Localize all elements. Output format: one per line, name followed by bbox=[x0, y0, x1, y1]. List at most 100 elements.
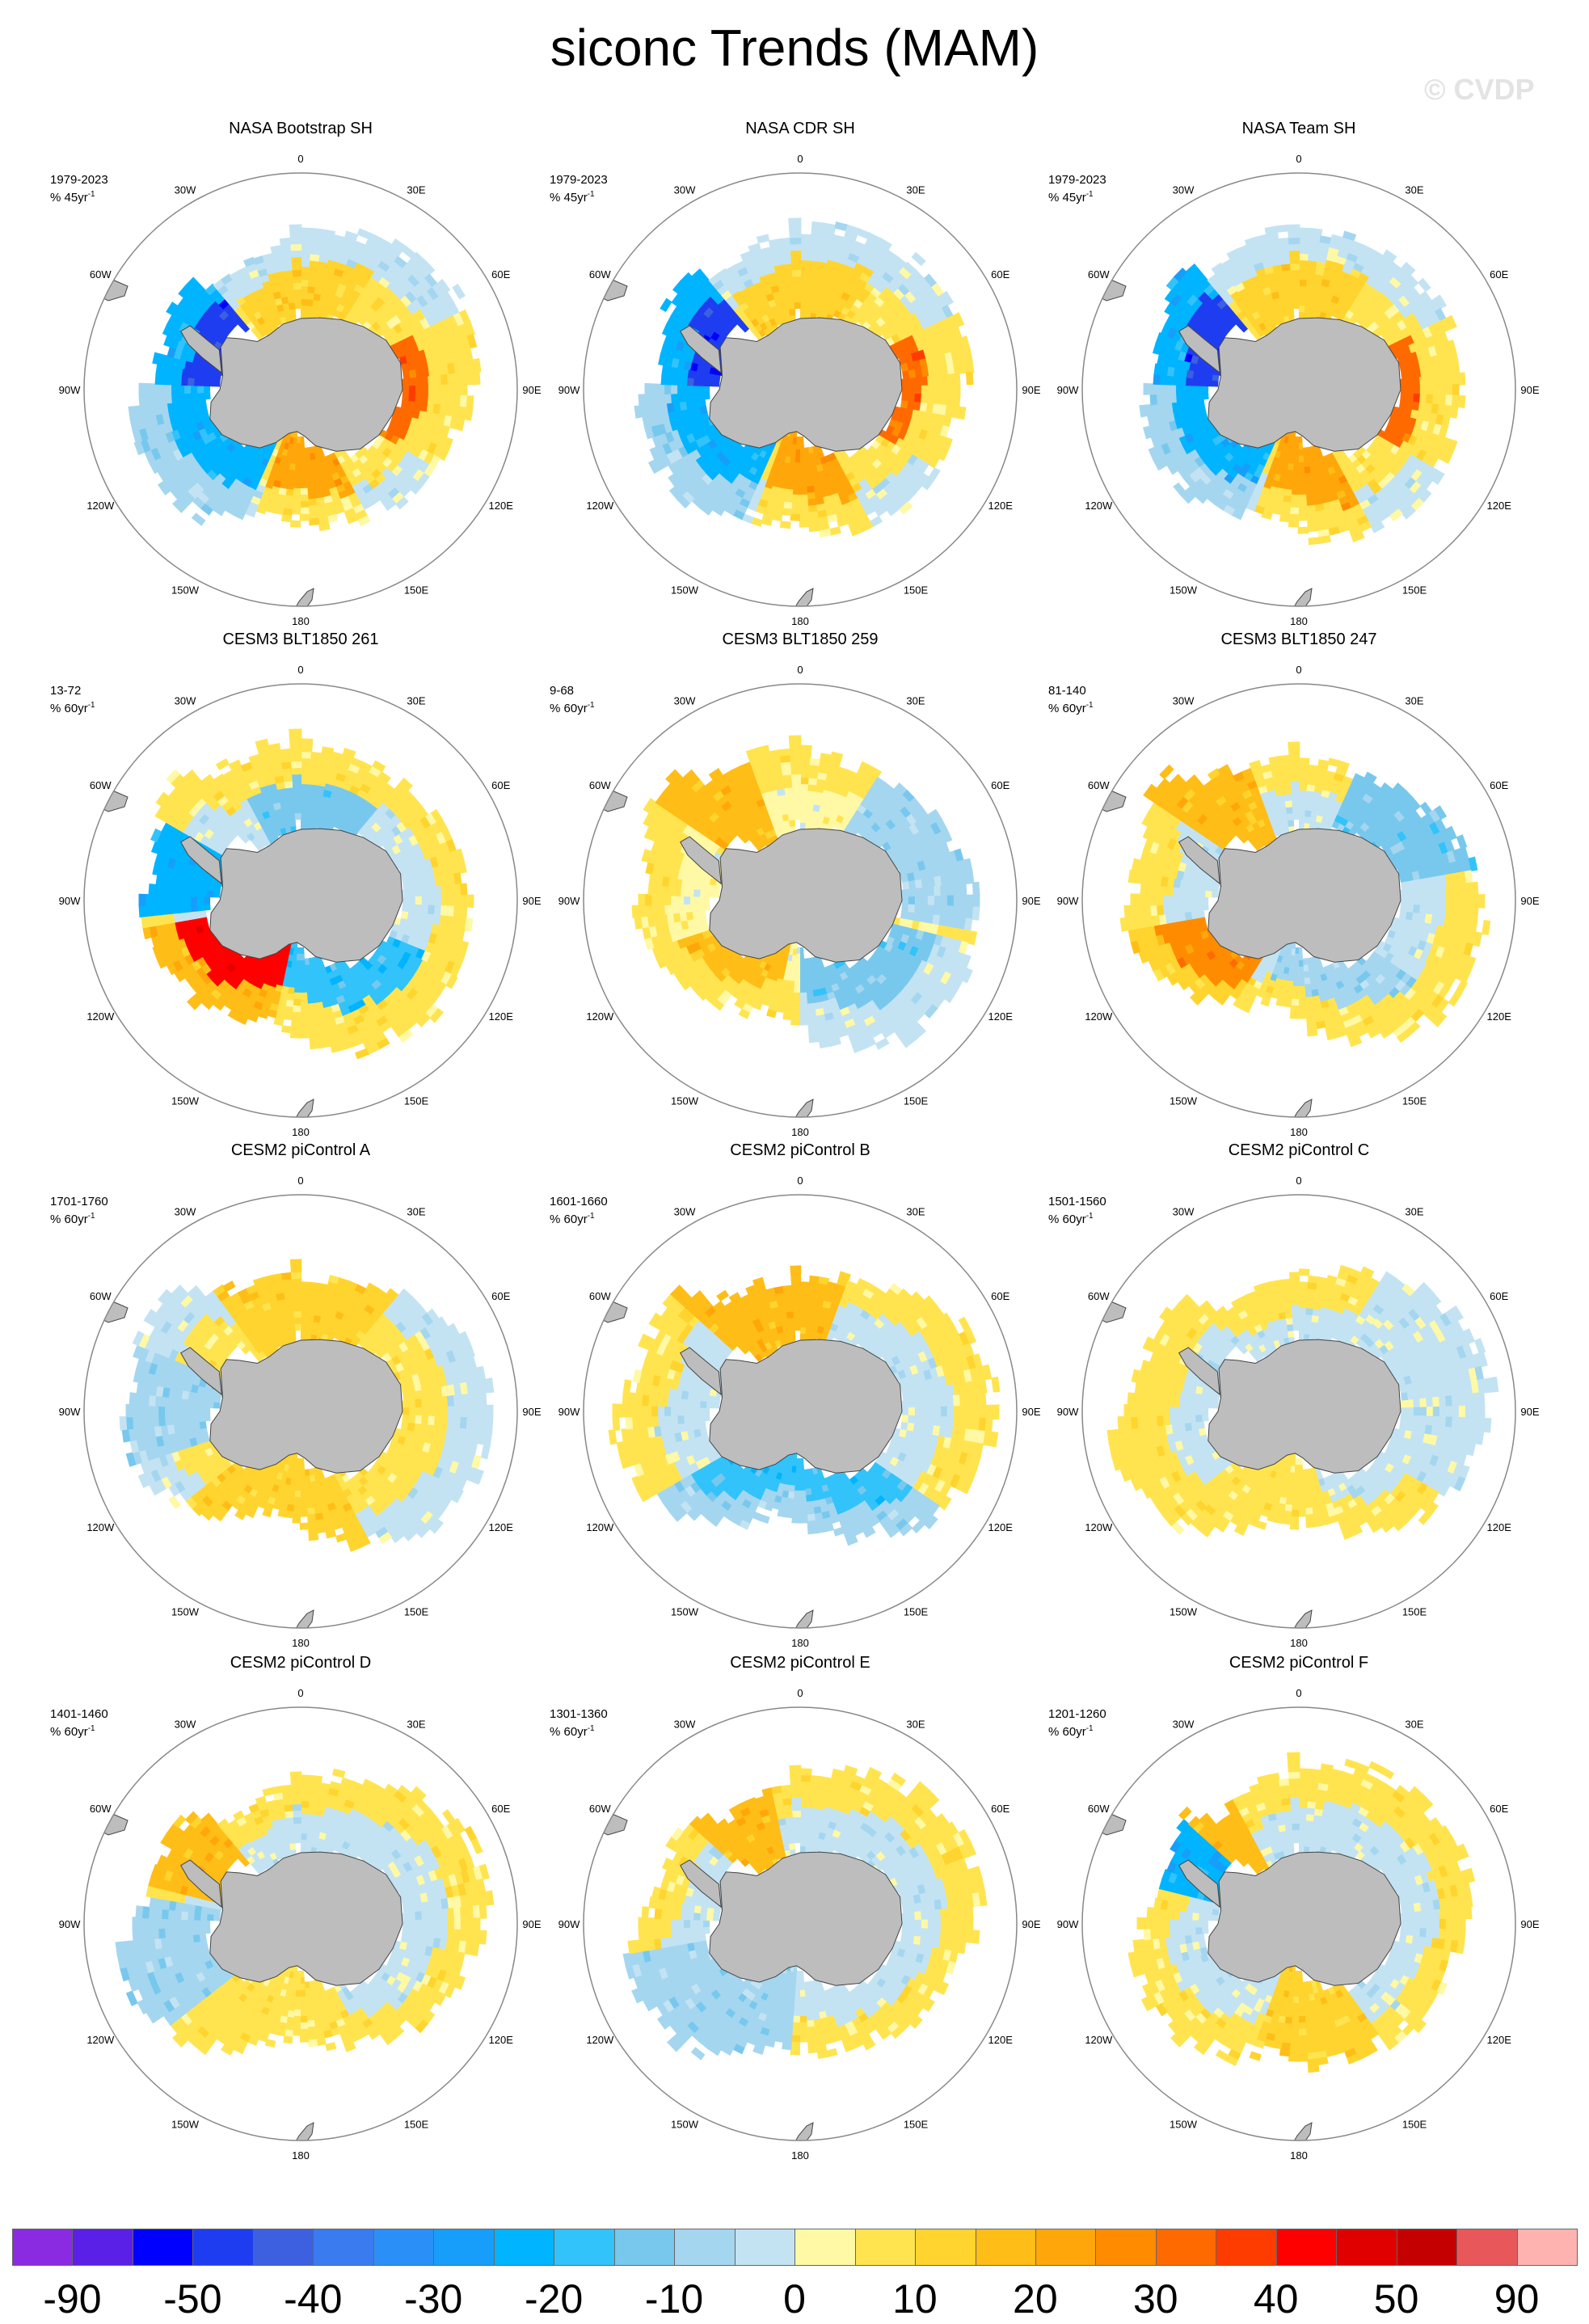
longitude-label: 30E bbox=[906, 1205, 925, 1217]
polar-map: 0 30E 60E 90E 120E 150E 180 150W 120W 90W 60W 30W bbox=[1057, 1687, 1540, 2162]
longitude-label: 30E bbox=[407, 183, 425, 196]
panel-title: CESM2 piControl C bbox=[1228, 1141, 1370, 1159]
longitude-label: 120E bbox=[489, 500, 514, 512]
panel-period: 1301-1360 bbox=[550, 1707, 608, 1721]
antarctic-peninsula bbox=[180, 1859, 222, 1909]
longitude-label: 30W bbox=[674, 1205, 696, 1217]
colorbar-swatch bbox=[915, 2229, 976, 2266]
longitude-label: 30W bbox=[1173, 1718, 1195, 1730]
longitude-label: 120E bbox=[489, 1010, 514, 1023]
longitude-label: 180 bbox=[1290, 1126, 1308, 1138]
antarctic-peninsula bbox=[1178, 836, 1220, 885]
colorbar-swatch bbox=[72, 2229, 133, 2266]
longitude-label: 60E bbox=[991, 1803, 1009, 1815]
longitude-label: 90E bbox=[1022, 384, 1040, 396]
longitude-label: 30W bbox=[175, 1205, 196, 1217]
panel-title: NASA Team SH bbox=[1241, 120, 1356, 137]
colorbar-swatch bbox=[554, 2229, 615, 2266]
trend-field bbox=[622, 1765, 988, 2060]
longitude-label: 30W bbox=[674, 694, 696, 706]
panel-period: 1601-1660 bbox=[550, 1195, 608, 1208]
longitude-label: 30E bbox=[407, 1205, 425, 1217]
antarctic-peninsula bbox=[1178, 325, 1220, 374]
longitude-label: 30W bbox=[175, 1718, 196, 1730]
colorbar-swatch bbox=[12, 2229, 74, 2266]
longitude-label: 90E bbox=[522, 1918, 541, 1930]
map-panel: CESM2 piControl B 1601-1660 % 60yr-1 0 30E 60… bbox=[550, 1141, 1051, 1659]
longitude-label: 0 bbox=[797, 664, 803, 676]
longitude-label: 150W bbox=[171, 1095, 200, 1107]
longitude-label: 60E bbox=[491, 779, 510, 791]
new-zealand-landmass bbox=[292, 588, 314, 606]
longitude-label: 150E bbox=[404, 1095, 429, 1107]
longitude-label: 90E bbox=[522, 1406, 541, 1418]
new-zealand-landmass bbox=[791, 1099, 814, 1117]
panel-title: CESM3 BLT1850 259 bbox=[722, 631, 879, 648]
new-zealand-landmass bbox=[292, 2122, 314, 2141]
antarctic-peninsula bbox=[680, 1347, 722, 1396]
polar-map: 0 30E 60E 90E 120E 150E 180 150W 120W 90W 60W 30W bbox=[59, 1175, 542, 1649]
longitude-label: 0 bbox=[797, 1687, 803, 1699]
longitude-label: 60E bbox=[991, 1290, 1009, 1302]
longitude-label: 90E bbox=[1022, 895, 1040, 907]
panel-period: 1201-1260 bbox=[1048, 1707, 1106, 1721]
map-panel: NASA CDR SH 1979-2023 % 45yr-1 0 30E 60E 90E 12… bbox=[550, 120, 1051, 637]
polar-map: 0 30E 60E 90E 120E 150E 180 150W 120W 90W 60W 30W bbox=[1057, 153, 1540, 627]
colorbar-tick-label: 40 bbox=[1253, 2276, 1299, 2322]
new-zealand-landmass bbox=[292, 1099, 314, 1117]
panel-units: % 60yr-1 bbox=[1048, 1724, 1094, 1739]
new-zealand-landmass bbox=[791, 2122, 814, 2141]
longitude-label: 30E bbox=[1405, 1205, 1423, 1217]
longitude-label: 90W bbox=[558, 1406, 580, 1418]
polar-map: 0 30E 60E 90E 120E 150E 180 150W 120W 90W 60W 30W bbox=[59, 664, 542, 1138]
new-zealand-landmass bbox=[292, 1609, 314, 1628]
longitude-label: 60E bbox=[1490, 268, 1508, 280]
longitude-label: 60W bbox=[589, 1803, 611, 1815]
panel-title: NASA CDR SH bbox=[745, 120, 855, 137]
longitude-label: 120E bbox=[988, 500, 1014, 512]
longitude-label: 30E bbox=[1405, 694, 1423, 706]
longitude-label: 30E bbox=[407, 694, 425, 706]
trend-field bbox=[138, 728, 474, 1060]
panel-units: % 60yr-1 bbox=[550, 1212, 595, 1226]
colorbar-tick-label: -20 bbox=[525, 2276, 584, 2322]
longitude-label: 150E bbox=[1402, 584, 1427, 597]
longitude-label: 150E bbox=[404, 2119, 429, 2131]
polar-map: 0 30E 60E 90E 120E 150E 180 150W 120W 90W 60W 30W bbox=[59, 153, 542, 627]
longitude-label: 180 bbox=[791, 1637, 809, 1649]
longitude-label: 60E bbox=[491, 1803, 510, 1815]
longitude-label: 60E bbox=[1490, 779, 1508, 791]
colorbar-tick-label: -30 bbox=[404, 2276, 463, 2322]
longitude-label: 0 bbox=[797, 1175, 803, 1187]
new-zealand-landmass bbox=[1290, 1099, 1313, 1117]
panel-period: 1701-1760 bbox=[50, 1195, 108, 1208]
antarctica-landmass bbox=[1208, 1339, 1401, 1474]
antarctica-landmass bbox=[1208, 828, 1401, 963]
antarctica-landmass bbox=[709, 1339, 903, 1474]
panel-period: 13-72 bbox=[50, 684, 82, 698]
map-panel: CESM2 piControl C 1501-1560 % 60yr-1 0 30E 60… bbox=[1048, 1141, 1549, 1659]
longitude-label: 90E bbox=[1022, 1918, 1040, 1930]
panel-period: 1979-2023 bbox=[50, 173, 108, 187]
polar-map: 0 30E 60E 90E 120E 150E 180 150W 120W 90W 60W 30W bbox=[558, 1687, 1041, 2162]
panel-units: % 45yr-1 bbox=[50, 190, 95, 205]
longitude-label: 180 bbox=[791, 2149, 809, 2162]
antarctica-landmass bbox=[209, 1851, 403, 1986]
longitude-label: 150E bbox=[1402, 1606, 1427, 1618]
longitude-label: 180 bbox=[292, 2149, 310, 2162]
longitude-label: 60E bbox=[991, 268, 1009, 280]
longitude-label: 150W bbox=[1170, 584, 1198, 597]
colorbar-swatch bbox=[975, 2229, 1036, 2266]
longitude-label: 60E bbox=[1490, 1290, 1508, 1302]
antarctica-landmass bbox=[209, 1339, 403, 1474]
longitude-label: 120E bbox=[1487, 1521, 1512, 1533]
longitude-label: 0 bbox=[1296, 153, 1301, 165]
panel-units: % 60yr-1 bbox=[550, 701, 595, 715]
longitude-label: 120E bbox=[988, 2034, 1014, 2046]
longitude-label: 60E bbox=[491, 268, 510, 280]
panel-title: CESM2 piControl F bbox=[1229, 1654, 1369, 1672]
longitude-label: 30W bbox=[175, 183, 196, 196]
antarctic-peninsula bbox=[180, 836, 222, 885]
colorbar-tick-label: -90 bbox=[43, 2276, 102, 2322]
longitude-label: 60E bbox=[1490, 1803, 1508, 1815]
